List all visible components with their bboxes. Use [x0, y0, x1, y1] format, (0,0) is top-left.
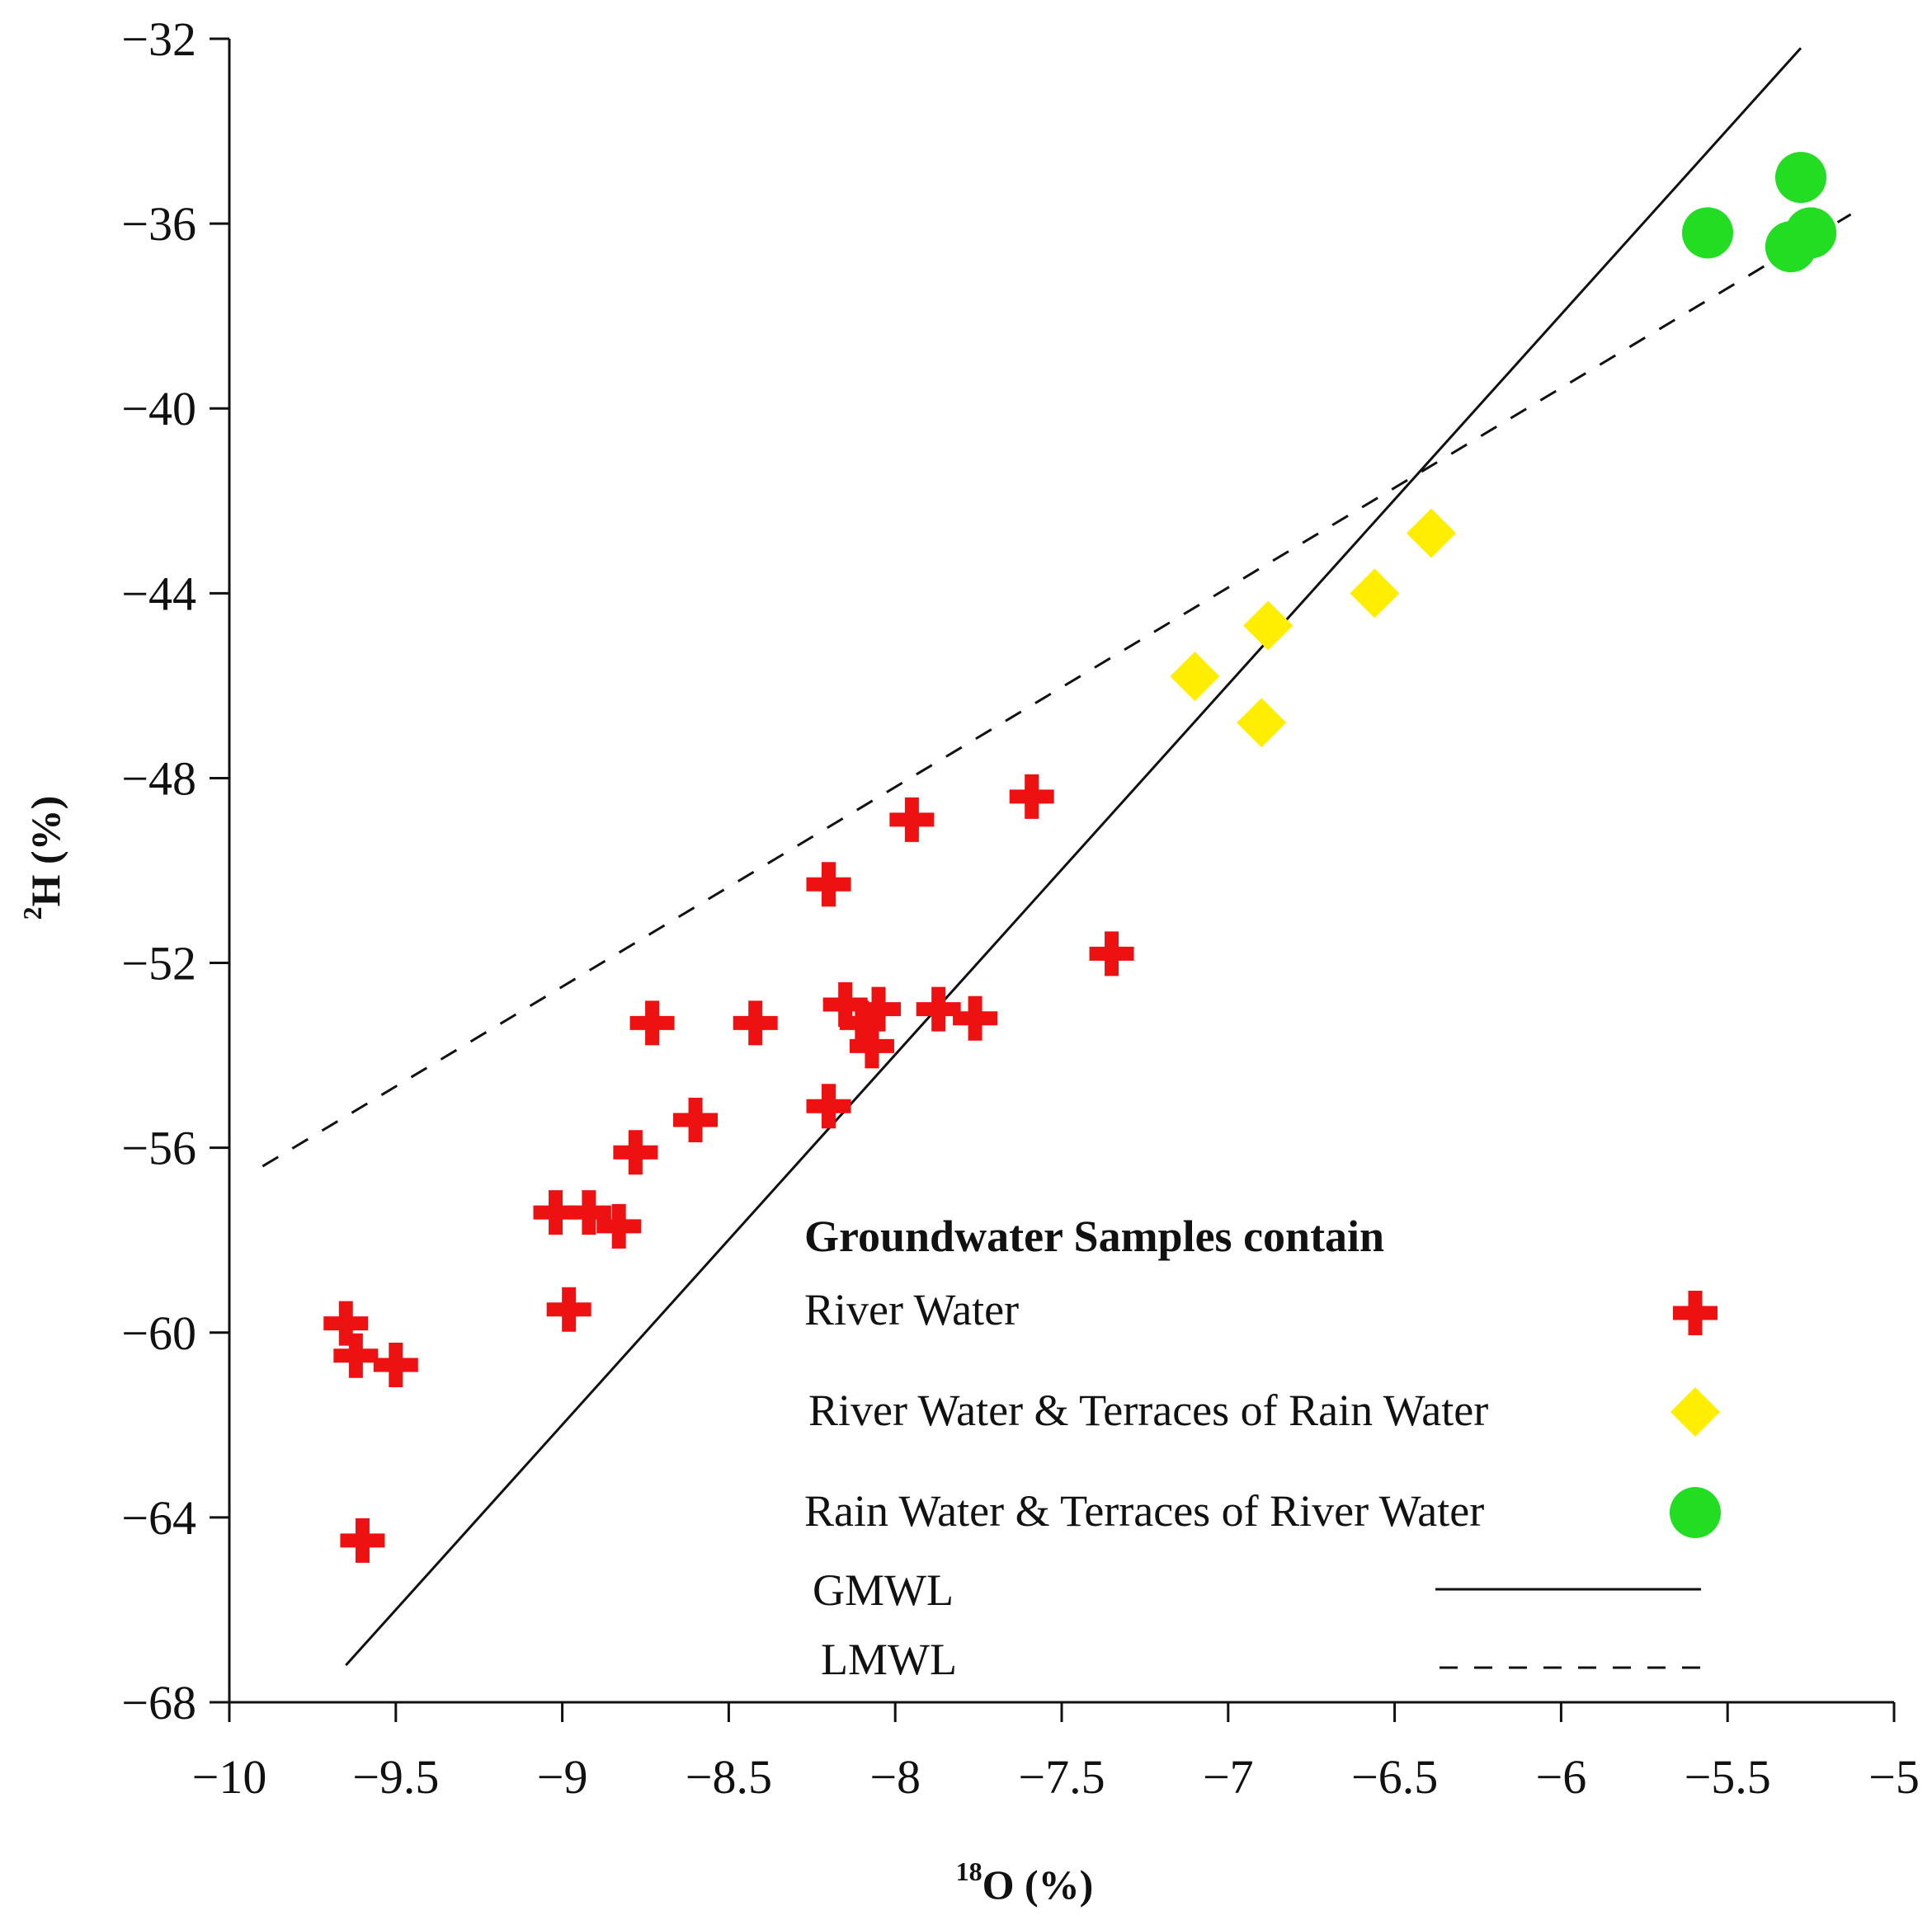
- river-water-point-6: [596, 1203, 642, 1249]
- river-water-terraces-of-rain-water-point-3: [1350, 568, 1400, 619]
- y-tick-label-9: −68: [121, 1676, 196, 1729]
- rain-water-terraces-of-river-water-point-0: [1681, 207, 1733, 259]
- y-tick-label-7: −60: [121, 1306, 196, 1360]
- river-water-point-9: [546, 1287, 591, 1332]
- y-axis-title-superscript: 2: [17, 906, 47, 920]
- y-axis-title: 2H (%): [17, 796, 68, 920]
- y-tick-label-5: −52: [121, 937, 196, 991]
- y-tick-label-4: −48: [121, 751, 196, 805]
- x-axis-title-main: O (%): [982, 1861, 1094, 1908]
- river-water-point-2: [373, 1342, 418, 1387]
- x-tick-label-10: −5: [1868, 1750, 1920, 1804]
- x-tick-label-5: −7.5: [1018, 1750, 1105, 1804]
- river-water-point-17: [856, 986, 902, 1032]
- river-water-point-10: [673, 1098, 719, 1143]
- river-water-point-13: [806, 862, 851, 907]
- y-tick-label-2: −40: [121, 382, 196, 435]
- river-water-point-15: [839, 1000, 884, 1046]
- rain-water-terraces-of-river-water-point-1: [1774, 152, 1826, 204]
- river-water-point-22: [1089, 931, 1134, 976]
- x-axis-title-superscript: 18: [956, 1856, 982, 1886]
- river-water-point-3: [340, 1518, 385, 1563]
- legend-symbol-river-water: [1673, 1291, 1718, 1335]
- river-water-point-1: [333, 1333, 379, 1378]
- legend-label-river-water: River Water: [804, 1285, 1019, 1334]
- x-tick-label-2: −9: [537, 1750, 588, 1804]
- river-water-terraces-of-rain-water-point-1: [1243, 600, 1293, 651]
- reference-lines: [262, 47, 1852, 1667]
- y-axis-title-main: H (%): [22, 796, 68, 907]
- rain-water-terraces-of-river-water-point-3: [1785, 207, 1837, 259]
- x-tick-label-4: −8: [869, 1750, 921, 1804]
- x-tick-label-6: −7: [1203, 1750, 1254, 1804]
- legend-symbol-river-water-terraces-of-rain-water: [1670, 1387, 1720, 1437]
- y-tick-label-0: −32: [121, 12, 196, 66]
- legend-label-river-rain-terraces: River Water & Terraces of Rain Water: [808, 1386, 1488, 1435]
- river-water-terraces-of-rain-water-point-0: [1170, 652, 1220, 702]
- x-tick-label-3: −8.5: [686, 1750, 772, 1804]
- axis-ticks: −10 −9.5 −9 −8.5 −8 −7.5 −7 −6.5 −6 −5.5 −5 −32 −36 −…: [121, 12, 1920, 1804]
- river-water-point-11: [733, 1000, 778, 1046]
- river-water-terraces-of-rain-water-point-2: [1237, 698, 1287, 748]
- river-water-point-20: [953, 995, 998, 1041]
- x-tick-label-0: −10: [192, 1750, 267, 1804]
- legend-symbol-rain-water-terraces-of-river-water: [1670, 1487, 1721, 1538]
- legend: Groundwater Samples contain River Water …: [804, 1212, 1721, 1684]
- river-water-point-8: [629, 1000, 675, 1046]
- x-tick-label-1: −9.5: [352, 1750, 439, 1804]
- y-tick-label-3: −44: [121, 567, 196, 620]
- river-water-terraces-of-rain-water-point-4: [1406, 508, 1456, 558]
- legend-title: Groundwater Samples contain: [804, 1212, 1384, 1261]
- legend-symbols: [1435, 1291, 1721, 1669]
- river-water-point-18: [889, 797, 935, 842]
- legend-label-rain-river-terraces: Rain Water & Terraces of River Water: [804, 1486, 1484, 1536]
- x-axis-title: 18O (%): [956, 1856, 1094, 1908]
- y-tick-label-6: −56: [121, 1122, 196, 1175]
- legend-label-gmwl: GMWL: [813, 1565, 954, 1615]
- gmwl-line: [345, 47, 1802, 1667]
- river-water-point-4: [533, 1190, 578, 1235]
- river-water-point-12: [806, 1084, 851, 1129]
- river-water-point-16: [849, 1024, 894, 1069]
- x-tick-label-8: −6: [1536, 1750, 1587, 1804]
- y-tick-label-8: −64: [121, 1491, 196, 1545]
- x-tick-label-7: −6.5: [1351, 1750, 1438, 1804]
- river-water-point-21: [1009, 774, 1054, 819]
- lmwl-line: [262, 213, 1852, 1168]
- river-water-point-5: [566, 1190, 611, 1235]
- river-water-point-7: [613, 1130, 658, 1175]
- y-tick-label-1: −36: [121, 197, 196, 251]
- data-points: [323, 152, 1837, 1563]
- legend-label-lmwl: LMWL: [821, 1635, 957, 1684]
- river-water-point-14: [822, 981, 868, 1027]
- river-water-point-0: [323, 1301, 369, 1346]
- river-water-point-19: [916, 986, 961, 1032]
- x-tick-label-9: −5.5: [1685, 1750, 1771, 1804]
